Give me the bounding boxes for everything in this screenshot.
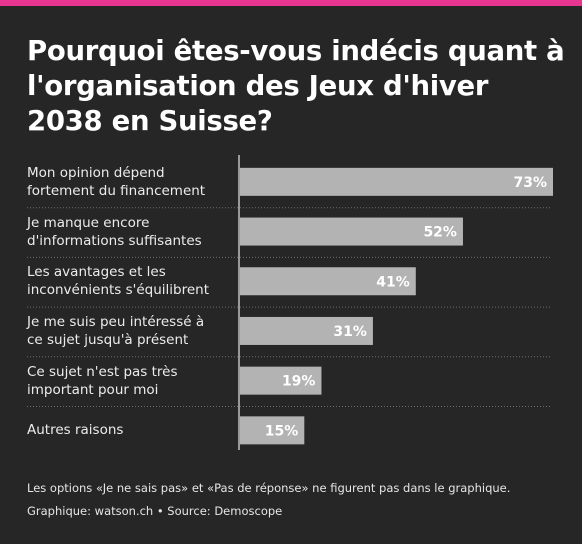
category-label: Autres raisons — [27, 422, 124, 439]
bar-value-label: 15% — [265, 423, 299, 439]
bar — [240, 267, 416, 296]
bar — [240, 167, 553, 196]
category-label: Je me suis peu intéressé à ce sujet jusq… — [27, 313, 205, 348]
bar-value-label: 52% — [423, 225, 457, 241]
bar — [240, 416, 305, 445]
chart-title: Pourquoi êtes-vous indécis quant à l'org… — [27, 35, 565, 137]
bar — [240, 217, 463, 246]
bar-value-label: 19% — [282, 374, 316, 390]
chart-svg: 73% 52% 41% 31% 19% 15% — [27, 155, 553, 450]
bar — [240, 316, 373, 345]
top-accent-bar — [0, 0, 582, 6]
category-label: Les avantages et les inconvénients s'équ… — [27, 264, 210, 299]
footnote: Les options «Je ne sais pas» et «Pas de … — [27, 481, 511, 495]
source-line: Graphique: watson.ch • Source: Demoscope — [27, 504, 283, 518]
bar-value-label: 31% — [333, 324, 367, 340]
category-label: Ce sujet n'est pas très important pour m… — [27, 363, 178, 398]
bar-chart: 73% 52% 41% 31% 19% 15% Mon opinion dépend fo… — [0, 150, 582, 460]
category-label: Je manque encore d'informations suffisan… — [27, 214, 202, 249]
bar-value-label: 41% — [376, 274, 410, 290]
bar — [240, 366, 322, 395]
bar-value-label: 73% — [513, 175, 547, 191]
category-label: Mon opinion dépend fortement du financem… — [27, 164, 206, 199]
